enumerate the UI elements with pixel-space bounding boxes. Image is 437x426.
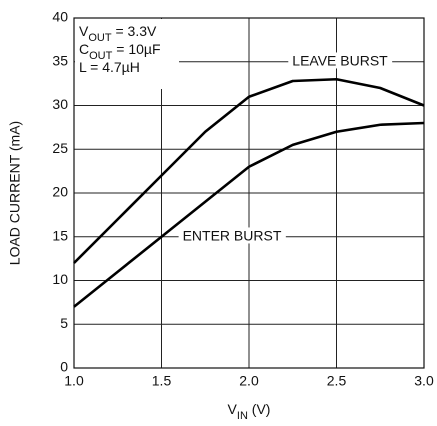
x-tick-label: 2.0: [239, 373, 259, 389]
x-axis-label-part: V: [228, 401, 238, 417]
y-tick-label: 15: [52, 227, 68, 243]
y-tick-label: 0: [60, 359, 68, 375]
y-tick-label: 40: [52, 9, 68, 25]
annotation-part: V: [79, 23, 89, 39]
annotation: L = 4.7µH: [79, 59, 140, 75]
y-tick-label: 5: [60, 315, 68, 331]
annotation-background: [75, 19, 179, 89]
x-tick-label: 2.5: [327, 373, 347, 389]
y-tick-label: 20: [52, 184, 68, 200]
y-tick-label: 35: [52, 52, 68, 68]
y-tick-label: 30: [52, 96, 68, 112]
x-axis-label-part: IN: [237, 410, 248, 422]
y-tick-label: 25: [52, 140, 68, 156]
annotation: COUT = 10µF: [79, 41, 161, 62]
annotation-part: C: [79, 41, 89, 57]
annotation: VOUT = 3.3V: [79, 23, 157, 44]
annotation-part: OUT: [89, 50, 113, 62]
series-line: [73, 77, 425, 264]
y-axis-label: LOAD CURRENT (mA): [7, 121, 23, 265]
annotation-part: OUT: [88, 32, 112, 44]
series-label: ENTER BURST: [183, 227, 282, 243]
series-label: LEAVE BURST: [292, 52, 388, 68]
x-axis-label: VIN (V): [228, 401, 271, 422]
x-tick-label: 1.0: [64, 373, 84, 389]
x-tick-label: 3.0: [414, 373, 434, 389]
series-label-background: [178, 227, 286, 244]
series-label-background: [288, 52, 393, 69]
y-tick-label: 10: [52, 271, 68, 287]
x-axis-label-part: (V): [248, 401, 271, 417]
annotation-part: = 3.3V: [112, 23, 157, 39]
annotation-part: = 10µF: [112, 41, 160, 57]
series-line: [73, 121, 425, 308]
annotation-part: L = 4.7µH: [79, 59, 140, 75]
x-tick-label: 1.5: [152, 373, 172, 389]
plot-frame: [73, 17, 425, 369]
